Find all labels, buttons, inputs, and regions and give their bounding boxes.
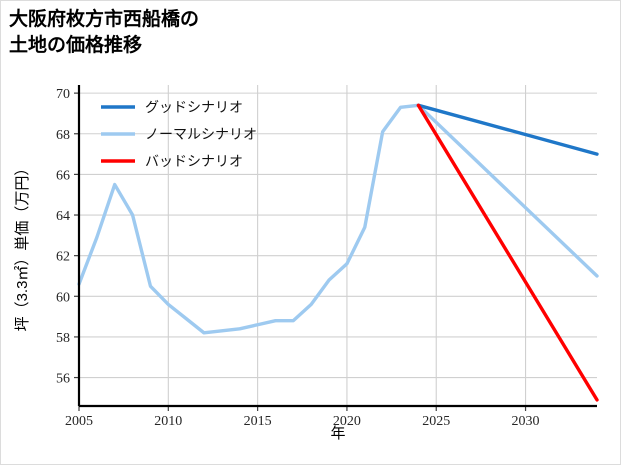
y-tick-label: 68 — [56, 128, 70, 143]
series-group — [77, 103, 599, 402]
y-tick-label: 66 — [56, 168, 70, 183]
series-line-2 — [416, 103, 599, 402]
legend-label-0: グッドシナリオ — [145, 99, 243, 115]
gridlines-group — [78, 85, 597, 406]
x-axis-title: 年 — [330, 425, 345, 442]
legend-label-2: バッドシナリオ — [145, 153, 243, 169]
x-tick-label: 2015 — [244, 414, 272, 429]
x-tick-label: 2020 — [333, 414, 361, 429]
y-tick-label: 70 — [56, 87, 70, 102]
series-line-0 — [416, 103, 599, 156]
y-tick-label: 58 — [56, 331, 70, 346]
x-tick-label: 2025 — [422, 414, 450, 429]
axis-lines-group — [77, 85, 597, 408]
y-tick-label: 56 — [56, 372, 70, 387]
legend-label-1: ノーマルシナリオ — [145, 126, 257, 142]
tick-labels-group: 56 58 60 62 64 66 68 70 2005 2010 2015 2020 2025 2030 — [56, 87, 540, 429]
y-axis-title: 坪（3.3㎡）単価（万円） — [14, 161, 31, 332]
y-tick-label: 62 — [56, 250, 70, 265]
x-tick-label: 2030 — [512, 414, 540, 429]
series-line-1 — [77, 103, 599, 335]
y-tick-label: 64 — [56, 209, 70, 224]
page-title: 大阪府枚方市西船橋の 土地の価格推移 — [9, 9, 200, 56]
axis-titles-group: 年 坪（3.3㎡）単価（万円） — [14, 161, 346, 442]
x-tick-label: 2010 — [154, 414, 182, 429]
x-tick-label: 2005 — [65, 414, 93, 429]
y-tick-label: 60 — [56, 290, 70, 305]
